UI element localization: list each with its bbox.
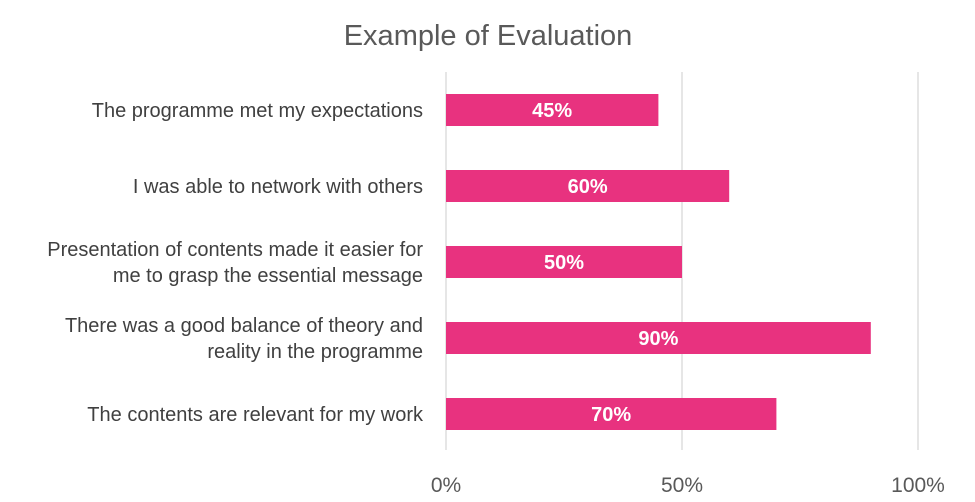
data-label: 90%: [638, 328, 678, 350]
x-tick-label: 0%: [431, 474, 461, 497]
data-label: 70%: [591, 404, 631, 426]
category-label-line: me to grasp the essential message: [113, 265, 423, 287]
x-tick-label: 100%: [891, 474, 945, 497]
category-label-line: There was a good balance of theory and: [65, 315, 423, 337]
bar: [446, 170, 730, 202]
bar: [446, 322, 871, 354]
bars: 45% 60% 50% 90% 70%: [446, 94, 871, 430]
data-label: 50%: [544, 252, 584, 274]
category-label-line: The contents are relevant for my work: [87, 404, 424, 426]
category-label: There was a good balance of theory and re…: [65, 315, 423, 363]
category-label: The contents are relevant for my work: [87, 404, 424, 426]
chart-title: Example of Evaluation: [344, 20, 633, 52]
category-label: I was able to network with others: [133, 176, 423, 198]
category-label-line: I was able to network with others: [133, 176, 423, 198]
bar: [446, 398, 777, 430]
data-label: 45%: [532, 100, 572, 122]
category-label: Presentation of contents made it easier …: [47, 239, 423, 287]
bar: [446, 94, 659, 126]
category-label-line: The programme met my expectations: [92, 100, 423, 122]
category-label-line: reality in the programme: [207, 341, 423, 363]
category-labels: The programme met my expectations I was a…: [47, 100, 424, 426]
bar: [446, 246, 682, 278]
category-label-line: Presentation of contents made it easier …: [47, 239, 423, 261]
category-label: The programme met my expectations: [92, 100, 423, 122]
x-tick-label: 50%: [661, 474, 703, 497]
data-label: 60%: [568, 176, 608, 198]
x-axis-ticks: 0% 50% 100%: [431, 474, 945, 497]
